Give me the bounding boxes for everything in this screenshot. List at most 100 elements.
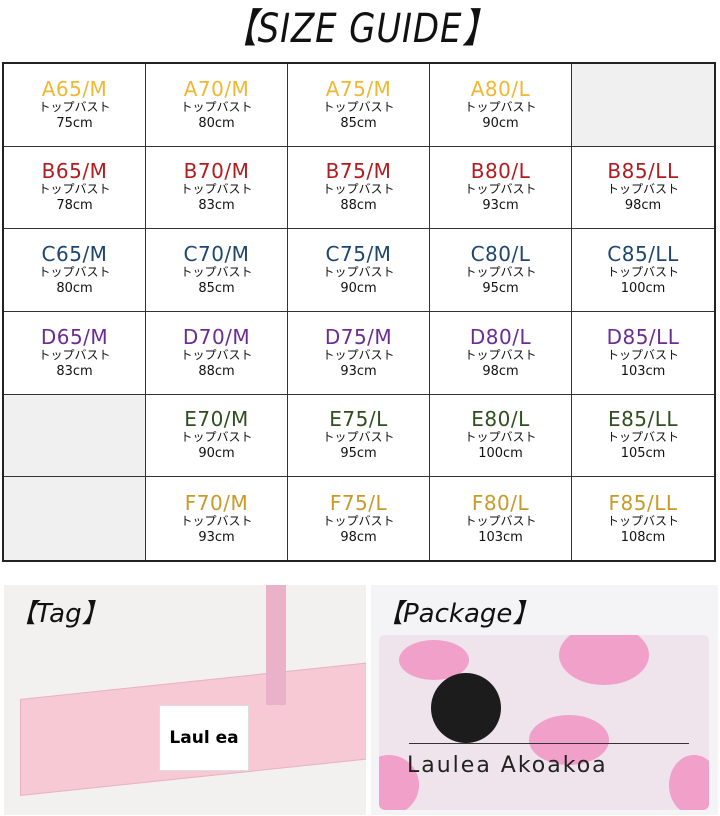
- top-bust-value: 90cm: [340, 281, 377, 297]
- package-bag: Laulea Akoakoa: [379, 635, 709, 810]
- top-bust-label: トップバスト: [464, 430, 537, 445]
- top-bust-label: トップバスト: [606, 430, 679, 445]
- top-bust-value: 88cm: [340, 198, 377, 214]
- top-bust-value: 85cm: [198, 281, 235, 297]
- size-cell: D65/M トップバスト 83cm: [4, 311, 146, 395]
- top-bust-label: トップバスト: [38, 347, 111, 362]
- size-cell: E70/M トップバスト 90cm: [146, 394, 288, 478]
- top-bust-label: トップバスト: [606, 347, 679, 362]
- top-bust-value: 80cm: [56, 281, 93, 297]
- size-cell: C85/LL トップバスト 100cm: [572, 229, 714, 312]
- size-code: F80/L: [471, 490, 530, 515]
- size-code: F70/M: [184, 490, 249, 515]
- size-cell: E85/LL トップバスト 105cm: [572, 394, 714, 478]
- size-cell: B75/M トップバスト 88cm: [288, 146, 430, 230]
- top-bust-value: 103cm: [478, 529, 523, 545]
- size-cell: F75/L トップバスト 98cm: [288, 477, 430, 560]
- top-bust-label: トップバスト: [38, 182, 111, 197]
- top-bust-label: トップバスト: [180, 265, 253, 280]
- size-code: A80/L: [470, 76, 531, 101]
- size-code: B80/L: [470, 159, 531, 184]
- size-code: C85/LL: [607, 242, 679, 267]
- size-cell: A65/M トップバスト 75cm: [4, 64, 146, 147]
- top-bust-label: トップバスト: [180, 347, 253, 362]
- size-cell: D80/L トップバスト 98cm: [430, 311, 572, 395]
- size-cell: F80/L トップバスト 103cm: [430, 477, 572, 560]
- top-bust-value: 83cm: [56, 363, 93, 379]
- size-code: F85/LL: [608, 490, 678, 515]
- size-code: E70/M: [184, 407, 249, 432]
- size-cell: C70/M トップバスト 85cm: [146, 229, 288, 312]
- size-code: E85/LL: [607, 407, 679, 432]
- top-bust-value: 93cm: [482, 198, 519, 214]
- top-bust-label: トップバスト: [464, 513, 537, 528]
- size-code: C70/M: [183, 242, 250, 267]
- size-cell: D70/M トップバスト 88cm: [146, 311, 288, 395]
- size-cell: C80/L トップバスト 95cm: [430, 229, 572, 312]
- size-cell: A75/M トップバスト 85cm: [288, 64, 430, 147]
- top-bust-label: トップバスト: [606, 265, 679, 280]
- size-cell: F85/LL トップバスト 108cm: [572, 477, 714, 560]
- top-bust-label: トップバスト: [464, 182, 537, 197]
- size-cell: E75/L トップバスト 95cm: [288, 394, 430, 478]
- size-code: C80/L: [470, 242, 531, 267]
- top-bust-label: トップバスト: [322, 265, 395, 280]
- top-bust-value: 93cm: [340, 363, 377, 379]
- top-bust-label: トップバスト: [606, 513, 679, 528]
- top-bust-label: トップバスト: [180, 99, 253, 114]
- size-cell: D85/LL トップバスト 103cm: [572, 311, 714, 395]
- top-bust-value: 103cm: [620, 363, 666, 379]
- top-bust-label: トップバスト: [464, 99, 537, 114]
- bra-strap: [266, 585, 286, 705]
- top-bust-value: 93cm: [198, 529, 235, 545]
- size-guide-title: 【SIZE GUIDE】: [222, 6, 498, 52]
- size-code: B85/LL: [607, 159, 679, 184]
- size-cell: C65/M トップバスト 80cm: [4, 229, 146, 312]
- size-code: D85/LL: [606, 324, 680, 349]
- size-cell: B85/LL トップバスト 98cm: [572, 146, 714, 230]
- size-code: D70/M: [182, 324, 251, 349]
- package-brand: Laulea Akoakoa: [407, 753, 608, 778]
- top-bust-value: 90cm: [482, 115, 519, 131]
- top-bust-label: トップバスト: [322, 347, 395, 362]
- top-bust-value: 108cm: [620, 529, 666, 545]
- top-bust-value: 88cm: [198, 363, 235, 379]
- tag-photo-title: 【Tag】: [10, 599, 108, 629]
- size-cell: B80/L トップバスト 93cm: [430, 146, 572, 230]
- size-code: E80/L: [471, 407, 530, 432]
- top-bust-label: トップバスト: [322, 182, 395, 197]
- package-photo-title: 【Package】: [377, 599, 539, 629]
- top-bust-value: 95cm: [482, 281, 519, 297]
- top-bust-value: 85cm: [340, 115, 377, 131]
- top-bust-value: 98cm: [340, 529, 377, 545]
- top-bust-value: 100cm: [620, 281, 666, 297]
- top-bust-label: トップバスト: [322, 513, 395, 528]
- size-table: A65/M トップバスト 75cm A70/M トップバスト 80cm A75/M トップバス…: [2, 62, 716, 562]
- top-bust-value: 95cm: [340, 446, 377, 462]
- size-cell: C75/M トップバスト 90cm: [288, 229, 430, 312]
- top-bust-label: トップバスト: [180, 513, 253, 528]
- size-cell: D75/M トップバスト 93cm: [288, 311, 430, 395]
- top-bust-value: 83cm: [198, 198, 235, 214]
- top-bust-label: トップバスト: [180, 182, 253, 197]
- top-bust-label: トップバスト: [322, 430, 395, 445]
- top-bust-value: 100cm: [478, 446, 523, 462]
- size-code: D65/M: [40, 324, 109, 349]
- top-bust-value: 90cm: [198, 446, 235, 462]
- size-cell: E80/L トップバスト 100cm: [430, 394, 572, 478]
- size-code: B70/M: [183, 159, 250, 184]
- top-bust-label: トップバスト: [606, 182, 679, 197]
- top-bust-value: 105cm: [620, 446, 666, 462]
- tag-photo: Laul ea 【Tag】: [4, 585, 366, 815]
- top-bust-label: トップバスト: [322, 99, 395, 114]
- size-cell: B70/M トップバスト 83cm: [146, 146, 288, 230]
- size-cell: A70/M トップバスト 80cm: [146, 64, 288, 147]
- top-bust-label: トップバスト: [38, 265, 111, 280]
- top-bust-label: トップバスト: [38, 99, 111, 114]
- empty-cell: [4, 394, 146, 478]
- top-bust-value: 75cm: [56, 115, 93, 131]
- top-bust-value: 78cm: [56, 198, 93, 214]
- top-bust-label: トップバスト: [464, 265, 537, 280]
- top-bust-value: 98cm: [624, 198, 662, 214]
- size-code: B75/M: [325, 159, 392, 184]
